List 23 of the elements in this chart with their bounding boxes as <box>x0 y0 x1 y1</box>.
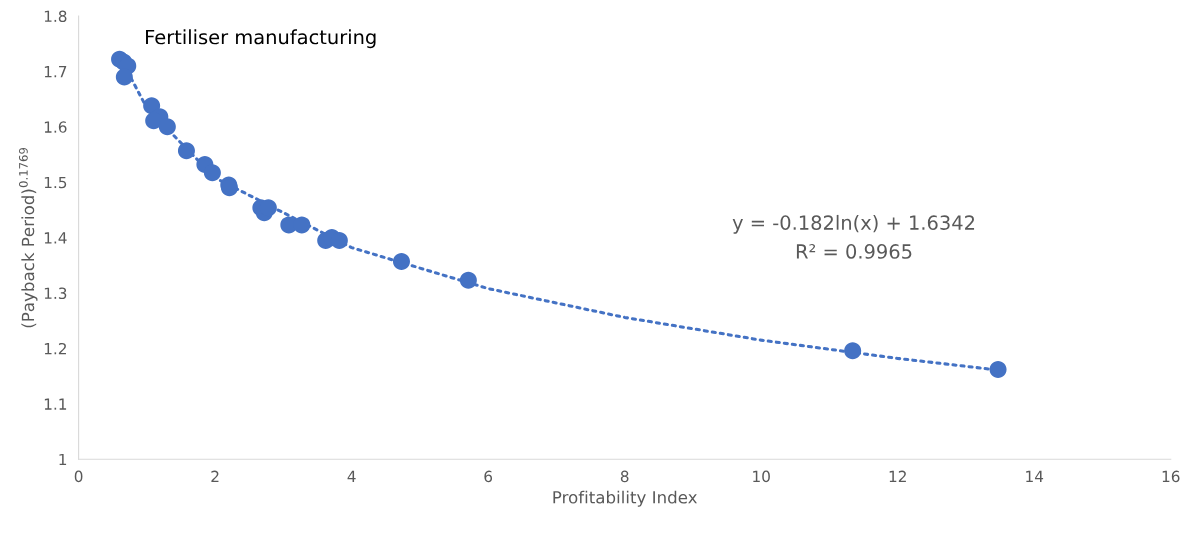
y-tick-label: 1.1 <box>44 398 67 410</box>
y-tick-label: 1.7 <box>44 66 67 78</box>
annotation: R² = 0.9965 <box>796 244 912 259</box>
y-tick-label: 1 <box>59 453 67 466</box>
y-tick-label: 1.6 <box>44 121 67 133</box>
x-tick-label: 0 <box>74 470 83 483</box>
x-tick-label: 2 <box>211 470 219 482</box>
text: Fertiliser manufacturing <box>146 29 376 49</box>
x-tick-label: 14 <box>1026 470 1044 482</box>
x-tick-label: 10 <box>753 470 770 483</box>
y-axis-title: (Payback Period)$^{0.1769}$ <box>18 147 38 328</box>
y-tick-label: 1.8 <box>44 10 67 23</box>
x-axis-title: Profitability Index <box>553 490 697 507</box>
x-tick-label: 8 <box>620 470 629 483</box>
y-tick-label: 1.4 <box>44 232 67 244</box>
y-tick-label: 1.5 <box>44 176 67 189</box>
y-tick-label: 1.2 <box>44 342 66 355</box>
x-tick-label: 4 <box>347 470 356 482</box>
y-tick-label: 1.3 <box>44 287 67 300</box>
x-tick-label: 16 <box>1162 470 1180 483</box>
x-tick-label: 12 <box>889 470 906 482</box>
x-tick-label: 6 <box>484 470 493 483</box>
annotation: y = -0.182ln(x) + 1.6342 <box>732 214 975 234</box>
